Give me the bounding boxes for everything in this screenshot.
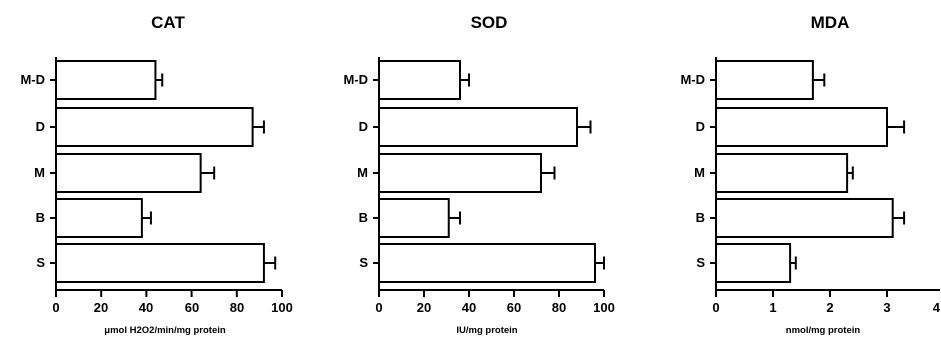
cat-x-tick-label-20: 20	[94, 300, 108, 315]
cat-x-ticks	[55, 290, 283, 297]
cat-bar-d	[55, 107, 254, 147]
mda-bar-b	[715, 198, 894, 238]
sod-y-ticks	[373, 79, 379, 264]
sod-error-bar-b	[448, 211, 461, 225]
mda-y-ticks	[710, 79, 716, 264]
cat-y-ticks	[50, 79, 56, 264]
sod-error-bar-s	[595, 256, 605, 270]
mda-bar-m-d	[715, 60, 814, 100]
cat-bar-b	[55, 198, 143, 238]
sod-bar-s	[378, 243, 596, 283]
cat-x-tick-label-40: 40	[139, 300, 153, 315]
mda-x-tick-label-2: 2	[826, 300, 833, 315]
mda-error-bar-d	[887, 120, 906, 134]
mda-x-ticks	[715, 290, 888, 297]
sod-category-label-m: M	[357, 165, 368, 180]
cat-x-tick-label-80: 80	[230, 300, 244, 315]
cat-error-bar-m	[200, 166, 216, 180]
panel-sod: SOD M-D D M B S 0 20 40 60 80 100 IU/mg …	[343, 13, 614, 336]
cat-category-label-d: D	[36, 119, 45, 134]
cat-bars	[55, 60, 265, 283]
mda-error-bar-b	[892, 211, 906, 225]
mda-x-axis-label: nmol/mg protein	[786, 325, 861, 336]
mda-bars	[715, 60, 894, 283]
cat-error-bars	[141, 73, 277, 270]
mda-error-bars	[790, 73, 906, 270]
sod-x-tick-label-100: 100	[593, 300, 615, 315]
mda-category-label-m: M	[694, 165, 705, 180]
sod-error-bar-m	[541, 166, 556, 180]
sod-bar-b	[378, 198, 450, 238]
sod-bars	[378, 60, 596, 283]
mda-x-tick-label-3: 3	[883, 300, 890, 315]
mda-error-bar-s	[790, 256, 797, 270]
sod-x-tick-label-80: 80	[552, 300, 566, 315]
mda-error-bar-m-d	[812, 73, 826, 87]
mda-category-label-m-d: M-D	[680, 72, 705, 87]
sod-x-tick-label-0: 0	[375, 300, 382, 315]
cat-x-tick-label-100: 100	[271, 300, 293, 315]
sod-category-label-d: D	[359, 119, 368, 134]
mda-bar-s	[715, 243, 792, 283]
cat-bar-m	[55, 153, 202, 193]
mda-x-tick-label-1: 1	[769, 300, 776, 315]
sod-category-label-s: S	[359, 255, 368, 270]
mda-bar-d	[715, 107, 888, 147]
cat-category-label-s: S	[36, 255, 45, 270]
panel-cat: CAT M-D D M B S 0 20 40 60 80 100 μmol H…	[20, 13, 292, 336]
sod-x-axis-label: IU/mg protein	[456, 325, 517, 336]
cat-category-label-b: B	[36, 210, 45, 225]
mda-error-bar-m	[847, 166, 854, 180]
sod-category-label-b: B	[359, 210, 368, 225]
sod-title: SOD	[471, 13, 508, 32]
mda-category-label-s: S	[696, 255, 705, 270]
cat-error-bar-b	[141, 211, 152, 225]
sod-bar-d	[378, 107, 578, 147]
sod-x-tick-label-20: 20	[417, 300, 431, 315]
mda-bar-m	[715, 153, 849, 193]
mda-x-tick-label-0: 0	[712, 300, 719, 315]
cat-error-bar-d	[252, 120, 265, 134]
sod-error-bar-m-d	[460, 73, 470, 87]
cat-category-label-m-d: M-D	[20, 72, 45, 87]
cat-error-bar-m-d	[155, 73, 164, 87]
sod-error-bar-d	[577, 120, 592, 134]
mda-x-tick-label-4: 4	[933, 300, 941, 315]
sod-bar-m	[378, 153, 542, 193]
sod-bar-m-d	[378, 60, 461, 100]
cat-x-tick-label-0: 0	[52, 300, 59, 315]
mda-category-label-b: B	[696, 210, 705, 225]
cat-x-tick-label-60: 60	[185, 300, 199, 315]
cat-error-bar-s	[263, 256, 277, 270]
sod-x-tick-label-60: 60	[507, 300, 521, 315]
sod-category-label-m-d: M-D	[343, 72, 368, 87]
mda-title: MDA	[811, 13, 850, 32]
panel-mda: MDA M-D D M B S 0 1 2 3 4 nmol/mg protei…	[680, 13, 941, 336]
cat-x-axis-label: μmol H2O2/min/mg protein	[104, 325, 226, 336]
cat-title: CAT	[151, 13, 185, 32]
mda-category-label-d: D	[696, 119, 705, 134]
cat-bar-s	[55, 243, 265, 283]
sod-x-tick-label-40: 40	[462, 300, 476, 315]
cat-bar-m-d	[55, 60, 157, 100]
cat-category-label-m: M	[34, 165, 45, 180]
sod-error-bars	[448, 73, 605, 270]
sod-x-ticks	[378, 290, 605, 297]
